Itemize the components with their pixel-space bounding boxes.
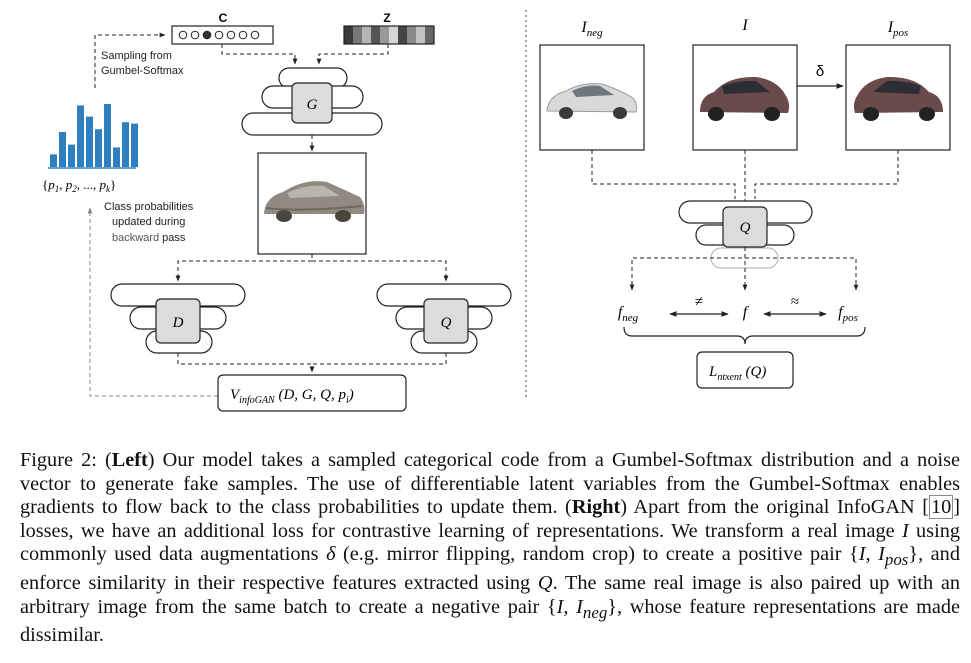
- image-neg-label: Ineg: [580, 19, 603, 39]
- histogram-bar: [104, 104, 111, 167]
- discriminator-label: D: [172, 315, 184, 331]
- caption-pair-pos: I, I: [858, 543, 885, 566]
- image-to-q-arrow: [312, 260, 449, 282]
- probabilities-label: {p1, p2, ..., pk}: [42, 177, 116, 194]
- discriminator-network: [110, 283, 246, 354]
- q-network-right-label: Q: [740, 220, 751, 236]
- categorical-code-vector: [171, 25, 274, 45]
- q-to-loss-arrow: [312, 353, 447, 365]
- histogram-bar: [77, 105, 84, 167]
- f-neg-label: fneg: [618, 304, 639, 324]
- histogram-bar: [122, 122, 129, 167]
- ntxent-loss-label: Lntxent (Q): [708, 364, 766, 383]
- caption-figure-label: Figure 2: (: [20, 449, 112, 471]
- noise-z-label: Z: [383, 11, 390, 25]
- caption-part-2: ) Apart from the original InfoGAN [: [620, 496, 929, 519]
- class-probability-text: Class probabilities updated during backw…: [104, 201, 196, 244]
- generator-network: [241, 67, 383, 136]
- f-label: f: [743, 304, 750, 321]
- delta-label: δ: [816, 63, 824, 80]
- q-network-left: [376, 283, 512, 354]
- caption-part-3: ] losses, we have an additional loss for…: [20, 496, 960, 542]
- noise-vector: [343, 25, 435, 45]
- sampling-arrow: [94, 32, 166, 88]
- caption-pair-pos-sub: pos: [884, 550, 909, 570]
- not-equal-symbol: ≠: [695, 294, 703, 310]
- histogram-bar: [50, 154, 57, 167]
- backward-pass-arrow: [87, 207, 218, 397]
- caption-pair-neg-sub: neg: [582, 602, 608, 622]
- negative-car-image: [539, 44, 645, 151]
- figure-diagram: C Z Sampling from Gumbel-Softmax {p1, p2…: [42, 10, 951, 412]
- generated-car-image: [257, 152, 367, 255]
- caption-part-4: using commonly used data augmentations: [20, 519, 960, 566]
- image-label: I: [741, 17, 748, 34]
- generator-label: G: [307, 97, 318, 113]
- q-network-left-label: Q: [441, 315, 452, 331]
- caption-part-1: ) Our model takes a sampled categorical …: [20, 449, 960, 519]
- caption-part-7: . The same real image is also paired up …: [20, 572, 960, 618]
- feature-brace: [623, 326, 866, 345]
- caption-part-5: (e.g. mirror flipping, random crop) to c…: [335, 543, 859, 566]
- ntxent-loss-box: [696, 351, 794, 389]
- f-pos-label: fpos: [838, 304, 858, 324]
- citation-link[interactable]: 10: [928, 495, 954, 520]
- caption-symbol-q: Q: [537, 572, 553, 595]
- noise-to-generator-arrow: [316, 44, 389, 65]
- approx-symbol: ≈: [791, 294, 799, 310]
- caption-pair-neg: I, I: [556, 595, 583, 618]
- histogram-bar: [59, 132, 66, 167]
- code-to-generator-arrow: [221, 44, 298, 65]
- positive-car-image: [845, 44, 951, 151]
- histogram-bar: [68, 144, 75, 167]
- caption-right-word: Right: [571, 496, 621, 519]
- image-pos-label: Ipos: [887, 19, 909, 39]
- figure-caption: Figure 2: (Left) Our model takes a sampl…: [20, 449, 960, 648]
- neg-image-to-q-arrow: [591, 150, 736, 199]
- class-probability-histogram: [50, 104, 138, 167]
- code-c-label: C: [219, 11, 228, 25]
- caption-left-word: Left: [111, 449, 148, 471]
- histogram-bar: [86, 116, 93, 167]
- infogan-loss-label: VinfoGAN (D, G, Q, pi): [230, 387, 354, 406]
- caption-symbol-i: I: [901, 519, 909, 542]
- caption-symbol-delta: δ: [326, 543, 336, 566]
- histogram-bar: [113, 147, 120, 167]
- q-to-fneg-arrow: [629, 247, 746, 291]
- pos-image-to-q-arrow: [754, 150, 899, 199]
- discriminator-to-loss-arrow: [177, 353, 315, 373]
- real-car-image: [692, 44, 798, 151]
- q-to-fpos-arrow: [745, 257, 859, 291]
- caption-part-8: }, whose feature representations are mad…: [20, 595, 960, 647]
- sampling-text: Sampling from Gumbel-Softmax: [101, 50, 184, 77]
- infogan-loss-box: [217, 374, 407, 412]
- caption-part-6: }, and enforce similarity in their respe…: [20, 543, 960, 595]
- histogram-bar: [95, 129, 102, 167]
- image-to-discriminator-arrow: [175, 254, 313, 282]
- histogram-bar: [131, 123, 138, 167]
